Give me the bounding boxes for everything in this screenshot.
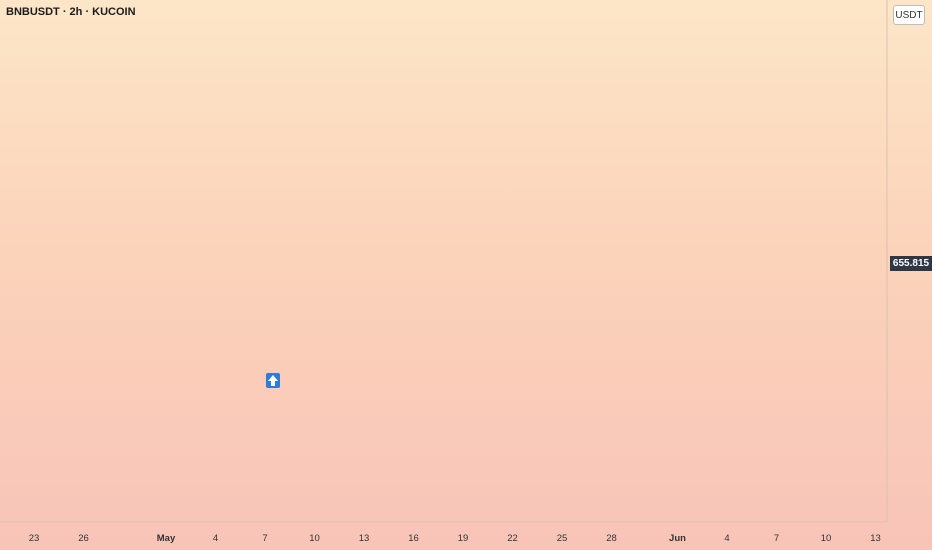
x-tick-label: 13 xyxy=(870,533,881,544)
x-tick-label: 23 xyxy=(29,533,40,544)
x-tick-label: 4 xyxy=(724,533,729,544)
x-tick-label: 28 xyxy=(606,533,617,544)
x-tick-label: 16 xyxy=(408,533,419,544)
x-tick-label: 22 xyxy=(507,533,518,544)
x-tick-label: Jun xyxy=(669,533,686,544)
x-tick-label: 13 xyxy=(359,533,370,544)
x-tick-label: 7 xyxy=(262,533,267,544)
x-tick-label: 10 xyxy=(821,533,832,544)
x-tick-label: 19 xyxy=(458,533,469,544)
x-tick-label: 25 xyxy=(557,533,568,544)
x-tick-label: May xyxy=(157,533,176,544)
current-price-badge: 655.815 xyxy=(890,256,932,271)
symbol-title: BNBUSDT · 2h · KUCOIN xyxy=(6,6,136,18)
currency-button[interactable]: USDT xyxy=(893,5,925,25)
x-tick-label: 7 xyxy=(774,533,779,544)
x-tick-label: 10 xyxy=(309,533,320,544)
arrow-up-icon xyxy=(266,373,280,388)
x-tick-label: 4 xyxy=(213,533,218,544)
x-tick-label: 26 xyxy=(78,533,89,544)
